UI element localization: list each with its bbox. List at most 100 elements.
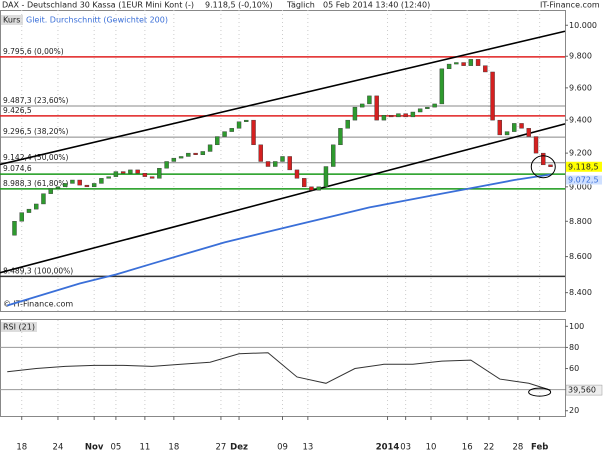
level-label: 8.988,3 (61,80%)	[3, 179, 69, 188]
candle-body	[280, 156, 285, 162]
level-label: 9.795,6 (0,00%)	[3, 47, 64, 56]
candle-body	[323, 166, 329, 188]
candle-body	[41, 193, 46, 205]
candle-body	[439, 68, 445, 105]
candle-body	[381, 115, 387, 121]
candle-body	[483, 65, 488, 73]
x-tick-label: 05	[110, 443, 121, 453]
candle-body	[331, 144, 336, 167]
x-tick-label: 24	[53, 443, 64, 453]
candle-body	[91, 183, 97, 188]
candle-body	[526, 128, 531, 137]
trend-line	[0, 30, 566, 166]
candle-body	[222, 131, 227, 137]
candle-body	[302, 178, 307, 188]
candle-body	[265, 161, 271, 167]
level-label: 8.489,3 (100,00%)	[3, 266, 73, 275]
rsi-label-box	[1, 322, 37, 332]
candle-body	[287, 156, 292, 171]
x-tick-label: Nov	[85, 443, 104, 453]
candle-body	[417, 108, 423, 113]
candle-body	[229, 128, 234, 132]
candle-body	[215, 136, 220, 146]
candle-body	[193, 152, 198, 155]
y-tick-label: 9.000	[569, 182, 592, 191]
period: Täglich	[286, 1, 315, 10]
candle-body	[55, 186, 61, 189]
candle-body	[84, 184, 90, 188]
candle-body	[468, 59, 474, 66]
candle-body	[12, 221, 17, 236]
candle-body	[19, 212, 24, 222]
y-tick-label: 9.400	[569, 116, 592, 125]
candle-body	[251, 119, 256, 146]
candle-body	[309, 186, 314, 191]
copyright: © IT-Finance.com	[3, 300, 73, 309]
candle-body	[178, 156, 184, 159]
x-tick-label: Feb	[531, 443, 548, 453]
candle-body	[359, 103, 365, 108]
candle-body	[352, 106, 358, 121]
candle-body	[504, 131, 510, 136]
x-tick-label: 27	[216, 443, 227, 453]
candle-body	[294, 169, 300, 179]
rsi-tick-label: 20	[569, 406, 579, 415]
candle-body	[541, 152, 546, 166]
candle-body	[396, 113, 401, 118]
candle-body	[338, 128, 343, 146]
highlight	[530, 155, 556, 179]
candle-body	[410, 111, 416, 118]
candle-body	[446, 63, 452, 70]
y-tick-label: 8.800	[569, 217, 592, 226]
x-tick-label: 28	[513, 443, 524, 453]
candle-body	[77, 179, 82, 186]
trend-line	[0, 123, 566, 274]
rsi-tick-label: 100	[569, 322, 584, 331]
candle-body	[164, 161, 169, 169]
x-tick-label: 18	[16, 443, 27, 453]
candle-body	[388, 115, 394, 118]
candle-body	[106, 176, 111, 179]
x-tick-label: 13	[302, 443, 313, 453]
candle-body	[244, 119, 249, 122]
candle-body	[461, 62, 466, 66]
source: IT-Finance.com	[540, 1, 600, 10]
candle-body	[62, 183, 68, 188]
candle-body	[425, 106, 430, 109]
candle-body	[157, 168, 162, 179]
level-label: 9.074,6	[3, 164, 32, 173]
candle-body	[374, 95, 379, 121]
candle-body	[149, 176, 155, 179]
candle-body	[128, 169, 133, 174]
y-tick-label: 8.400	[569, 288, 592, 297]
candle-body	[273, 161, 278, 167]
x-tick-label: Dez	[230, 443, 248, 453]
candle-body	[26, 208, 32, 213]
quote: 9.118,5 (-0,10%)	[205, 1, 273, 10]
x-tick-label: 09	[277, 443, 288, 453]
y-tick-label: 9.200	[569, 149, 592, 158]
x-tick-label: 22	[484, 443, 495, 453]
candle-body	[99, 178, 104, 184]
price-tag-label: 9.118,5	[568, 162, 599, 171]
candle-body	[519, 123, 524, 129]
legend-box	[1, 15, 23, 25]
candle-body	[454, 62, 459, 65]
level-label: 9.426,5	[3, 106, 32, 115]
moving-average	[6, 173, 551, 307]
x-tick-label: 16	[462, 443, 473, 453]
rsi-line	[7, 352, 551, 391]
rsi-tag-label: 39,560	[568, 386, 596, 395]
chart-title: DAX - Deutschland 30 Kassa (1EUR Mini Ko…	[2, 1, 194, 10]
highlight	[528, 387, 552, 397]
y-tick-label: 8.600	[569, 252, 592, 261]
candle-body	[142, 173, 148, 177]
candle-body	[70, 179, 75, 184]
candle-body	[533, 136, 539, 154]
legend-entry: Kurs	[3, 16, 20, 25]
candle-body	[171, 157, 177, 162]
candle-body	[120, 171, 126, 174]
candle-body	[135, 169, 140, 174]
